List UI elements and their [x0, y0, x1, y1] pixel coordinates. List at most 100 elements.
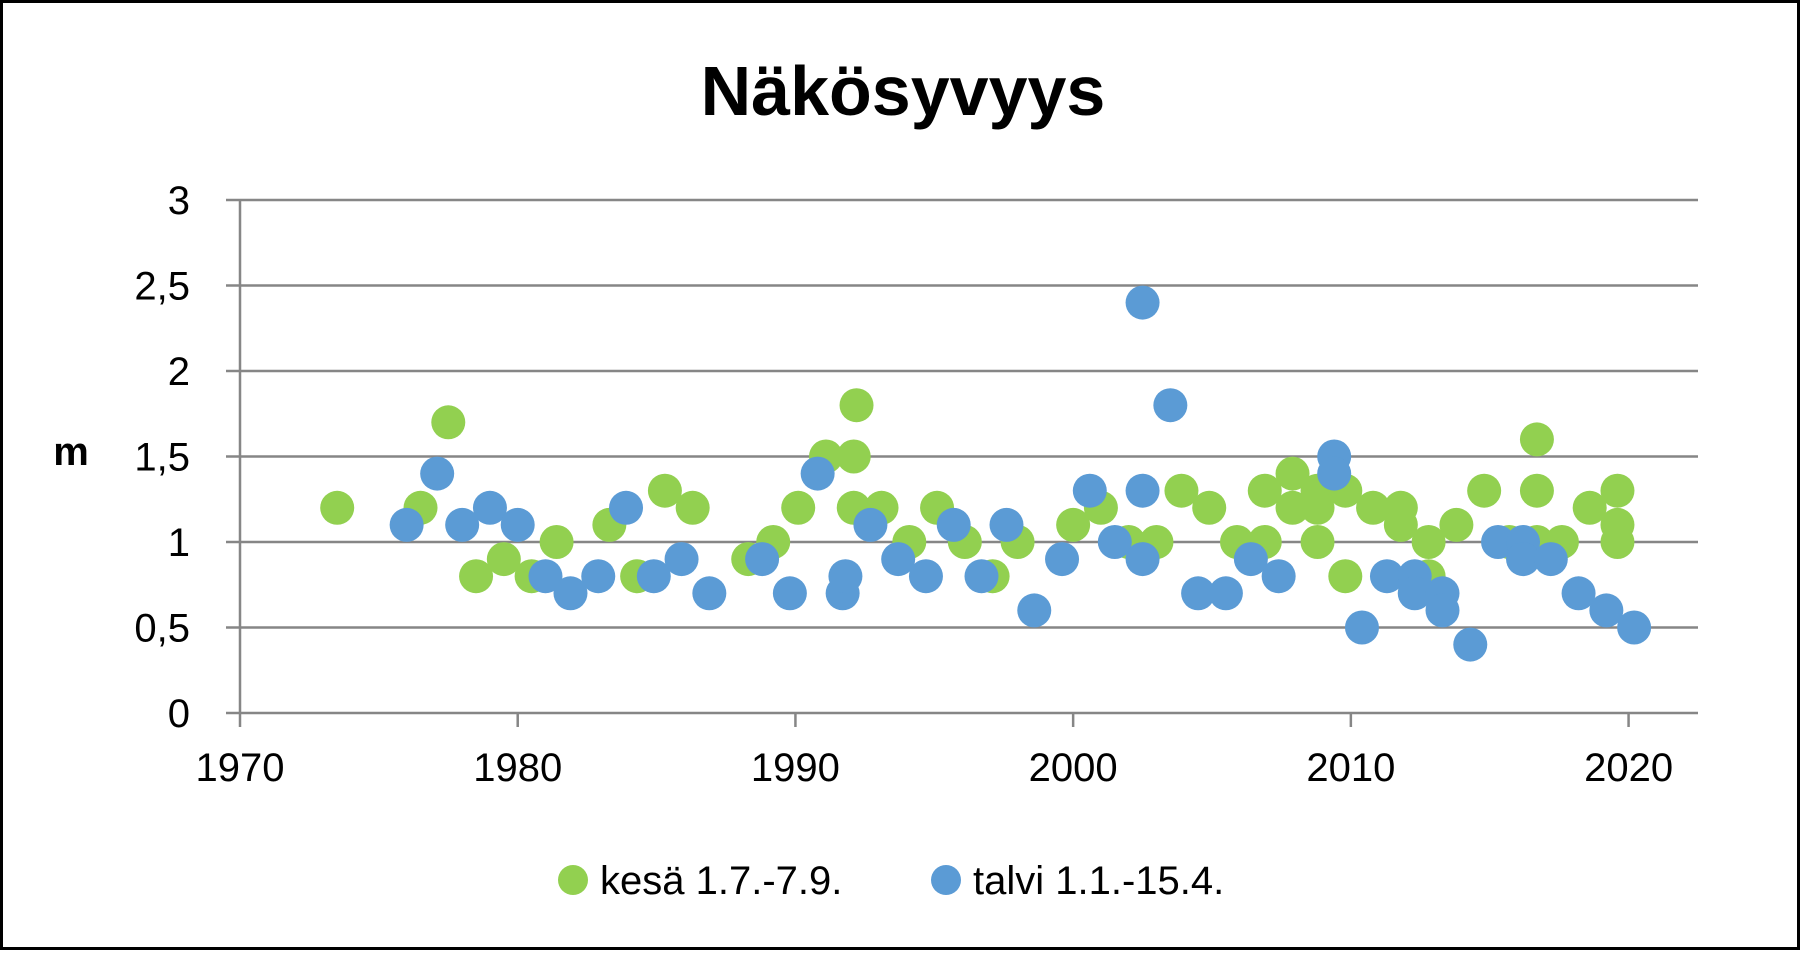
kesa-point	[1411, 525, 1446, 559]
talvi-point	[1317, 456, 1352, 491]
scatter-chart: 0 0,5 1 1,5 2 2,5 3 1970 1980 1990 2000 2010 2020 N…	[53, 52, 1698, 903]
talvi-point	[772, 576, 807, 611]
kesa-point	[1328, 559, 1363, 594]
talvi-point	[1533, 542, 1568, 577]
y-tick-labels: 0 0,5 1 1,5 2 2,5 3	[134, 179, 190, 736]
talvi-point	[636, 559, 671, 594]
kesa-point	[675, 490, 710, 525]
x-tick-label: 1970	[196, 746, 285, 790]
kesa-point	[1467, 473, 1502, 508]
kesa-point	[1192, 490, 1227, 525]
legend-label: kesä 1.7.-7.9.	[600, 859, 842, 903]
kesa-point	[539, 525, 574, 559]
chart-title: Näkösyvyys	[701, 52, 1106, 130]
kesa-point	[1056, 507, 1091, 542]
talvi-point	[553, 576, 588, 611]
talvi-point	[389, 507, 424, 542]
talvi-point	[1261, 559, 1296, 594]
kesa-point	[1383, 507, 1418, 542]
talvi-point	[1181, 576, 1216, 611]
data-points	[320, 285, 1652, 662]
x-tick-label: 1990	[751, 746, 840, 790]
talvi-point	[828, 559, 863, 594]
talvi-point	[1344, 610, 1379, 645]
kesa-point	[781, 490, 816, 525]
y-tick-label: 2,5	[134, 265, 190, 309]
talvi-point	[664, 542, 699, 577]
kesa-point	[1275, 456, 1310, 491]
talvi-point	[1097, 525, 1132, 559]
kesa-point	[1300, 490, 1335, 525]
talvi-point	[989, 507, 1024, 542]
kesa-point	[839, 388, 874, 423]
talvi-point	[881, 542, 916, 577]
talvi-point	[1208, 576, 1243, 611]
talvi-point	[420, 456, 455, 491]
talvi-point	[908, 559, 943, 594]
y-tick-label: 1	[168, 521, 190, 565]
kesa-point	[836, 439, 871, 474]
kesa-point	[1275, 490, 1310, 525]
talvi-point	[1506, 542, 1541, 577]
kesa-point	[1356, 490, 1391, 525]
talvi-point	[1045, 542, 1080, 577]
talvi-point	[800, 456, 835, 491]
y-tick-label: 0,5	[134, 607, 190, 651]
talvi-point	[1125, 542, 1160, 577]
legend-marker	[931, 865, 961, 895]
x-tick-label: 1980	[473, 746, 562, 790]
legend-marker	[558, 865, 588, 895]
kesa-point	[486, 542, 521, 577]
talvi-point	[1481, 525, 1516, 559]
x-tick-labels: 1970 1980 1990 2000 2010 2020	[196, 746, 1674, 790]
x-tick-label: 2020	[1584, 746, 1673, 790]
talvi-point	[500, 507, 535, 542]
kesa-point	[1600, 525, 1635, 559]
kesa-point	[1572, 490, 1607, 525]
kesa-point	[1247, 473, 1282, 508]
talvi-point	[692, 576, 727, 611]
talvi-point	[581, 559, 616, 594]
talvi-point	[745, 542, 780, 577]
talvi-point	[1153, 388, 1188, 423]
talvi-point	[1233, 542, 1268, 577]
kesa-point	[320, 490, 355, 525]
talvi-point	[1617, 610, 1652, 645]
y-tick-label: 2	[168, 350, 190, 394]
y-axis-label: m	[53, 430, 89, 474]
talvi-point	[1125, 473, 1160, 508]
legend: kesä 1.7.-7.9. talvi 1.1.-15.4.	[558, 859, 1224, 903]
x-tick-label: 2000	[1029, 746, 1118, 790]
talvi-point	[1125, 285, 1160, 320]
talvi-point	[1589, 593, 1624, 628]
talvi-point	[528, 559, 563, 594]
talvi-point	[853, 507, 888, 542]
talvi-point	[1072, 473, 1107, 508]
axes	[226, 198, 1698, 727]
talvi-point	[609, 490, 644, 525]
grid-lines	[240, 198, 1698, 629]
y-tick-label: 1,5	[134, 436, 190, 480]
talvi-point	[1017, 593, 1052, 628]
x-tick-label: 2010	[1306, 746, 1395, 790]
talvi-point	[472, 490, 507, 525]
kesa-point	[1164, 473, 1199, 508]
kesa-point	[1519, 473, 1554, 508]
kesa-point	[1600, 473, 1635, 508]
talvi-point	[445, 507, 480, 542]
kesa-point	[1519, 422, 1554, 457]
legend-label: talvi 1.1.-15.4.	[973, 859, 1224, 903]
y-tick-label: 0	[168, 692, 190, 736]
kesa-point	[1300, 525, 1335, 559]
talvi-point	[964, 559, 999, 594]
kesa-point	[1439, 507, 1474, 542]
talvi-point	[1369, 559, 1404, 594]
talvi-point	[1397, 576, 1432, 611]
talvi-point	[1425, 593, 1460, 628]
talvi-point	[936, 507, 971, 542]
kesa-point	[459, 559, 494, 594]
y-tick-label: 3	[168, 179, 190, 223]
talvi-point	[1453, 627, 1488, 662]
kesa-point	[431, 405, 466, 440]
